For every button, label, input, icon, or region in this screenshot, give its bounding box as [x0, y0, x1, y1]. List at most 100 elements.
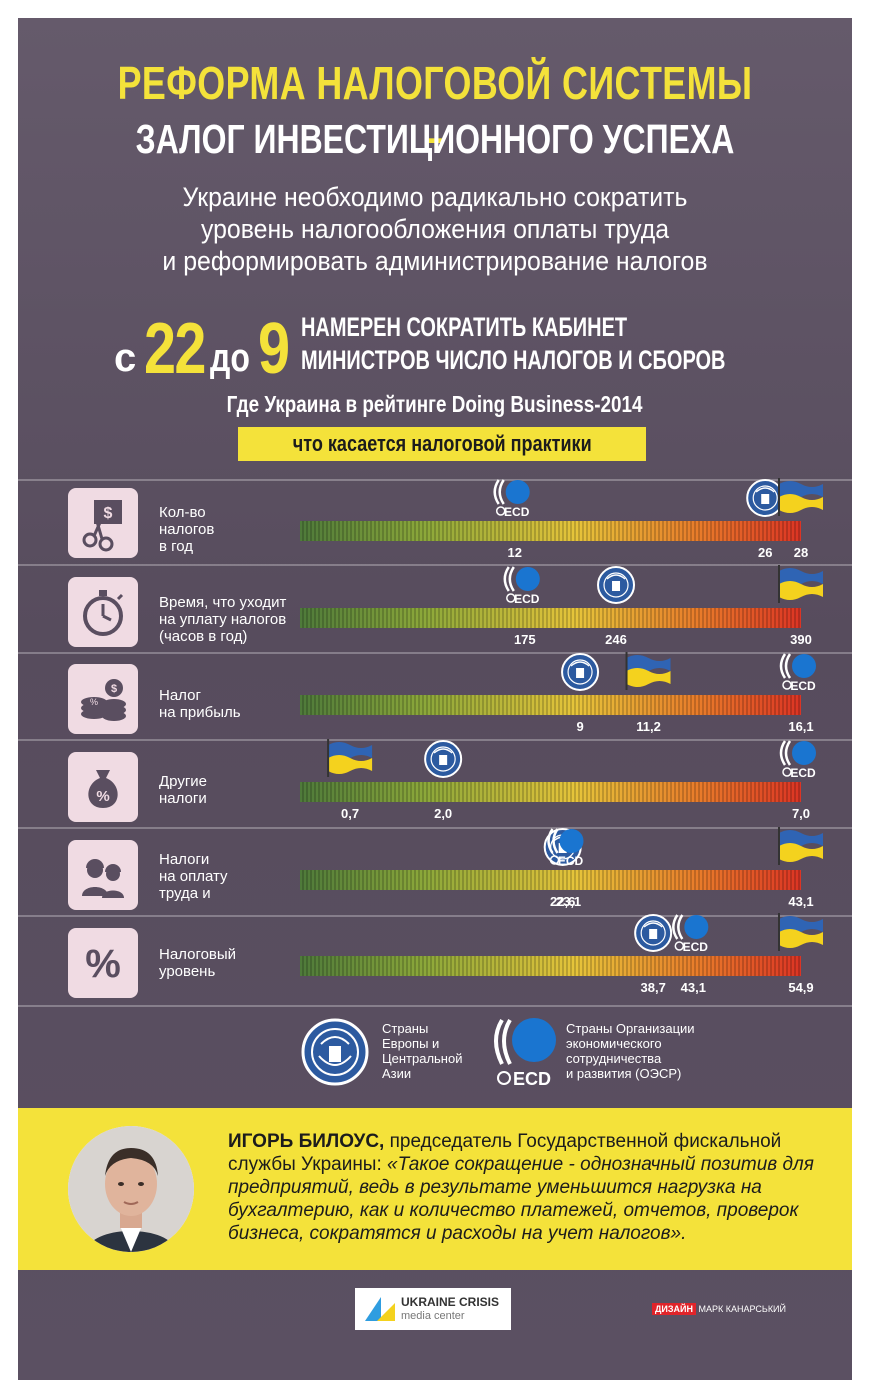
reduction-text: НАМЕРЕН СОКРАТИТЬ КАБИНЕТ МИНИСТРОВ ЧИСЛ…	[301, 311, 725, 377]
value-label: 0,7	[341, 806, 359, 821]
ranking-subtitle-text: что касается налоговой практики	[292, 431, 592, 456]
oecd-logo-text: ECD	[513, 1069, 551, 1088]
legend-line: и развития (ОЭСР)	[566, 1066, 682, 1081]
ukraine-crisis-logo: UKRAINE CRISIS media center	[355, 1288, 511, 1330]
svg-text:ECD: ECD	[683, 940, 709, 954]
ranking-title: Где Украина в рейтинге Doing Business-20…	[18, 391, 852, 418]
bar-tick-pattern	[300, 870, 801, 890]
row-label-profit-tax: Налог на прибыль	[159, 687, 241, 721]
design-credit: ДИЗАЙН МАРК КАНАРСЬКИЙ	[652, 1303, 786, 1315]
value-label: 38,7	[641, 980, 666, 995]
oecd-marker: ECD	[779, 653, 816, 693]
svg-text:ECD: ECD	[558, 854, 584, 868]
svg-text:ECD: ECD	[790, 679, 816, 693]
quote-text: ИГОРЬ БИЛОУС, председатель Государственн…	[228, 1130, 838, 1245]
cis-marker	[597, 566, 636, 604]
ukraine-marker	[778, 827, 823, 865]
chart-row: ECD 12 26 28	[300, 478, 823, 560]
quote-body: «Такое сокращение - однозначный позитив …	[228, 1154, 814, 1244]
value-label: 390	[790, 632, 812, 647]
row-label-line: на прибыль	[159, 704, 241, 721]
value-label: 43,1	[788, 894, 813, 909]
row-label-line: на оплату	[159, 868, 228, 885]
row-label-line: уровень	[159, 963, 216, 980]
legend-line: Европы и	[382, 1036, 440, 1051]
row-label-time: Время, что уходит на уплату налогов (час…	[159, 594, 286, 645]
oecd-marker: ECD	[672, 914, 709, 954]
row-label-line: Кол-во	[159, 504, 206, 521]
value-label: 54,9	[788, 980, 813, 995]
row-separator	[18, 652, 852, 654]
cis-marker	[634, 914, 673, 952]
svg-text:$: $	[111, 683, 117, 695]
row-label-taxes-count: Кол-во налогов в год	[159, 504, 214, 555]
legend-line: Страны Организации	[566, 1021, 695, 1036]
subtitle: Украине необходимо радикально сократить …	[18, 181, 852, 277]
ukraine-marker	[625, 652, 671, 690]
row-separator	[18, 739, 852, 741]
row-label-line: на уплату налогов	[159, 611, 287, 628]
value-label: 26	[758, 545, 772, 560]
value-label: 12	[507, 545, 521, 560]
designer-name: МАРК КАНАРСЬКИЙ	[698, 1304, 786, 1314]
legend-line: Страны	[382, 1021, 429, 1036]
money-bag-icon: %	[68, 752, 138, 822]
row-label-line: налоги	[159, 790, 207, 807]
svg-text:%: %	[90, 697, 98, 707]
subtitle-line: и реформировать администрирование налого…	[162, 246, 708, 276]
ranking-title-text: Где Украина в рейтинге Doing Business-20…	[227, 391, 643, 417]
value-label: 16,1	[788, 719, 813, 734]
avatar	[68, 1126, 194, 1252]
quote-author: ИГОРЬ БИЛОУС,	[228, 1131, 385, 1152]
svg-text:ECD: ECD	[790, 766, 816, 780]
row-label-line: труда и	[159, 885, 211, 902]
value-label: 23,1	[556, 894, 581, 909]
legend-line: экономического	[566, 1036, 662, 1051]
chart-row: 22,6 ECD 23,1 43,1	[300, 827, 823, 909]
title-line-1: РЕФОРМА НАЛОГОВОЙ СИСТЕМЫ –	[117, 57, 753, 163]
bar-tick-pattern	[300, 521, 801, 541]
value-label: 22,6	[550, 894, 575, 909]
value-label: 43,1	[681, 980, 706, 995]
reduction-middle: до	[210, 336, 250, 380]
percent-icon: %	[68, 928, 138, 998]
chart-row: 38,7 ECD 43,1 54,9	[300, 913, 823, 995]
reduction-from-number: 22	[144, 309, 206, 389]
workers-icon	[68, 840, 138, 910]
row-label-line: в год	[159, 538, 194, 555]
chart-row: ECD 175 246 390	[300, 565, 823, 647]
cis-marker	[424, 740, 463, 778]
row-label-line: Налоги	[159, 851, 210, 868]
row-label-line: Время, что уходит	[159, 594, 287, 611]
row-separator	[18, 1005, 852, 1007]
cis-marker	[746, 479, 785, 517]
row-separator	[18, 915, 852, 917]
value-label: 9	[576, 719, 583, 734]
row-label-line: (часов в год)	[159, 628, 248, 645]
svg-text:ECD: ECD	[514, 592, 540, 606]
reduction-prefix: с	[114, 336, 137, 380]
svg-text:$: $	[104, 505, 113, 522]
ukraine-marker	[778, 478, 823, 516]
oecd-legend-text: Страны Организации экономического сотруд…	[566, 1021, 695, 1081]
row-label-line: налогов	[159, 521, 215, 538]
bar-tick-pattern	[300, 956, 801, 976]
coins-icon: % $	[68, 664, 138, 734]
subtitle-line: Украине необходимо радикально сократить	[182, 182, 688, 212]
value-label: 175	[514, 632, 536, 647]
ukraine-marker	[778, 913, 823, 951]
row-separator	[18, 827, 852, 829]
row-label-line: Налог	[159, 687, 201, 704]
svg-text:%: %	[85, 942, 121, 986]
reduction-text-line: МИНИСТРОВ ЧИСЛО НАЛОГОВ И СБОРОВ	[301, 345, 726, 375]
ukraine-marker	[327, 739, 373, 777]
value-label: 28	[794, 545, 808, 560]
subtitle-line: уровень налогообложения оплаты труда	[200, 214, 670, 244]
oecd-marker: ECD	[493, 479, 530, 519]
reduction-to-number: 9	[258, 309, 291, 389]
quote-position: председатель Государственной фискальной …	[228, 1131, 782, 1175]
ukraine-marker	[778, 565, 823, 603]
row-separator	[18, 479, 852, 481]
cis-legend-text: Страны Европы и Центральной Азии	[382, 1021, 462, 1081]
logo-line-2: media center	[401, 1310, 465, 1322]
